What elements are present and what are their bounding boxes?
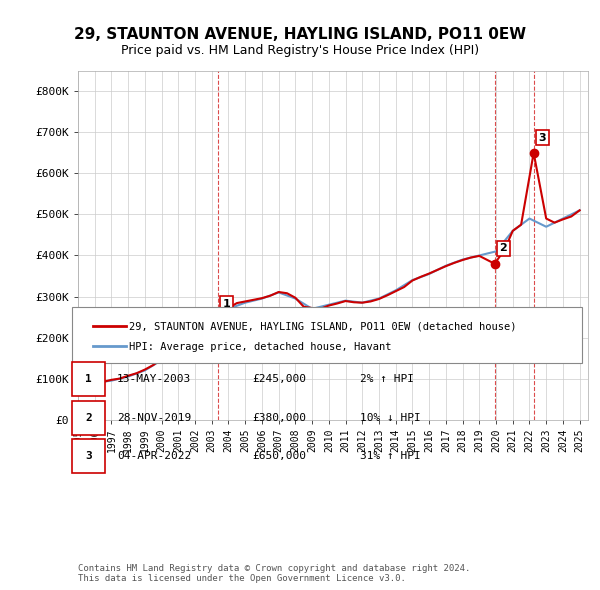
Text: 3: 3 xyxy=(85,451,92,461)
Text: 2% ↑ HPI: 2% ↑ HPI xyxy=(360,375,414,384)
Text: 29, STAUNTON AVENUE, HAYLING ISLAND, PO11 0EW: 29, STAUNTON AVENUE, HAYLING ISLAND, PO1… xyxy=(74,27,526,41)
Text: 10% ↓ HPI: 10% ↓ HPI xyxy=(360,413,421,422)
Text: 29, STAUNTON AVENUE, HAYLING ISLAND, PO11 0EW (detached house): 29, STAUNTON AVENUE, HAYLING ISLAND, PO1… xyxy=(129,322,517,332)
Text: HPI: Average price, detached house, Havant: HPI: Average price, detached house, Hava… xyxy=(129,342,392,352)
Text: £245,000: £245,000 xyxy=(252,375,306,384)
Text: 1: 1 xyxy=(223,299,230,309)
Text: £380,000: £380,000 xyxy=(252,413,306,422)
Text: 04-APR-2022: 04-APR-2022 xyxy=(117,451,191,461)
Text: 2: 2 xyxy=(85,413,92,422)
Text: Price paid vs. HM Land Registry's House Price Index (HPI): Price paid vs. HM Land Registry's House … xyxy=(121,44,479,57)
Text: 31% ↑ HPI: 31% ↑ HPI xyxy=(360,451,421,461)
Text: 1: 1 xyxy=(85,375,92,384)
Text: £650,000: £650,000 xyxy=(252,451,306,461)
Text: 3: 3 xyxy=(539,133,546,143)
Text: 13-MAY-2003: 13-MAY-2003 xyxy=(117,375,191,384)
Text: 28-NOV-2019: 28-NOV-2019 xyxy=(117,413,191,422)
Text: Contains HM Land Registry data © Crown copyright and database right 2024.
This d: Contains HM Land Registry data © Crown c… xyxy=(78,563,470,583)
Text: 2: 2 xyxy=(500,243,507,253)
